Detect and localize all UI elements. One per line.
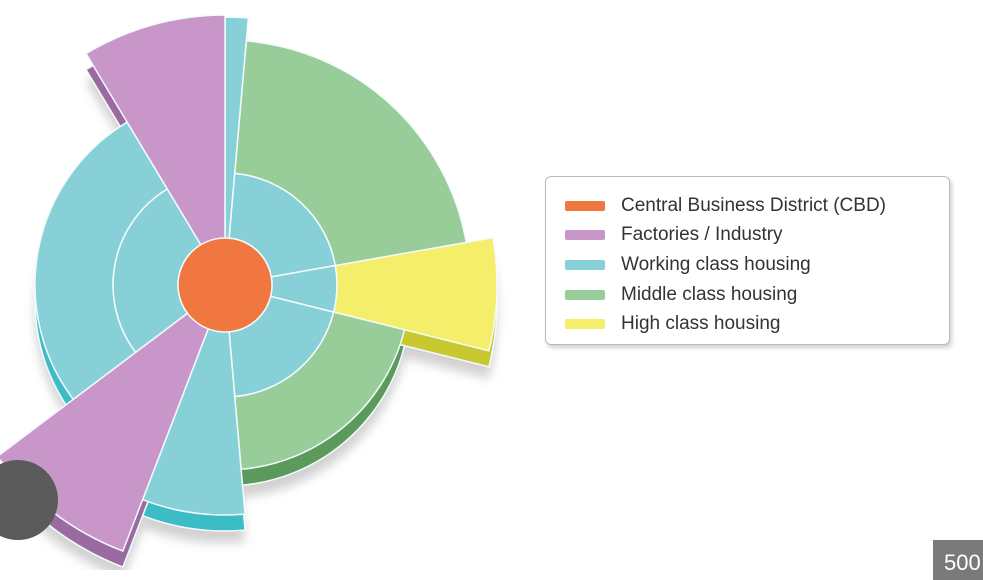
legend-swatch (565, 319, 605, 330)
working-class-sector (141, 284, 246, 516)
legend: Central Business District (CBD) Factorie… (545, 176, 950, 345)
legend-swatch (565, 289, 605, 300)
legend-item-working-class: Working class housing (546, 250, 949, 280)
legend-swatch (565, 200, 605, 211)
factories-sector (84, 14, 226, 288)
count-badge: 500 (933, 540, 983, 580)
legend-item-high-class: High class housing (546, 309, 949, 339)
cbd-circle (177, 237, 273, 333)
working-class-sector (34, 121, 169, 401)
legend-swatch (565, 230, 605, 241)
legend-item-cbd: Central Business District (CBD) (546, 191, 949, 221)
middle-class-sector (233, 40, 468, 267)
legend-item-factories: Factories / Industry (546, 221, 949, 251)
high-class-sector (332, 236, 498, 352)
legend-swatch (565, 259, 605, 270)
legend-item-middle-class: Middle class housing (546, 280, 949, 310)
middle-class-sector (233, 311, 406, 471)
